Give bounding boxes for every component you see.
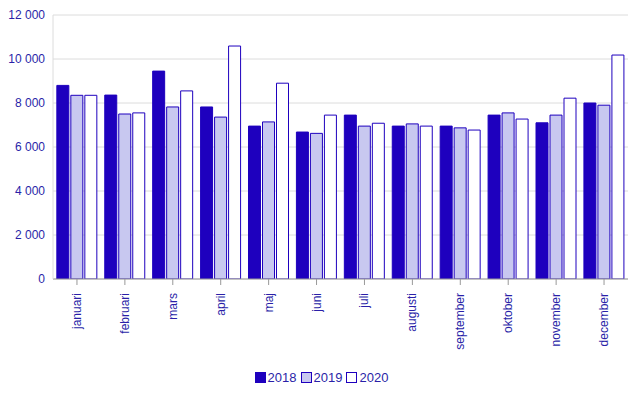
svg-text:december: december: [597, 293, 611, 346]
svg-text:6 000: 6 000: [15, 140, 45, 154]
html-text:2019: 2019: [313, 370, 343, 385]
svg-text:4 000: 4 000: [15, 184, 45, 198]
svg-text:0: 0: [38, 272, 45, 286]
svg-text:12 000: 12 000: [8, 8, 45, 22]
svg-text:8 000: 8 000: [15, 96, 45, 110]
svg-text:augusti: augusti: [405, 293, 419, 332]
html-text:2018: 2018: [267, 370, 297, 385]
svg-text:februari: februari: [118, 293, 132, 334]
svg-text:november: november: [549, 293, 563, 346]
svg-text:januari: januari: [70, 293, 84, 330]
svg-text:juli: juli: [357, 293, 371, 309]
html-text:2020: 2020: [359, 370, 389, 385]
svg-text:oktober: oktober: [501, 293, 515, 333]
svg-text:september: september: [453, 293, 467, 350]
svg-text:10 000: 10 000: [8, 52, 45, 66]
svg-text:maj: maj: [262, 293, 276, 312]
svg-text:mars: mars: [166, 293, 180, 320]
svg-text:juni: juni: [310, 293, 324, 313]
svg-text:april: april: [214, 293, 228, 316]
svg-text:2 000: 2 000: [15, 228, 45, 242]
